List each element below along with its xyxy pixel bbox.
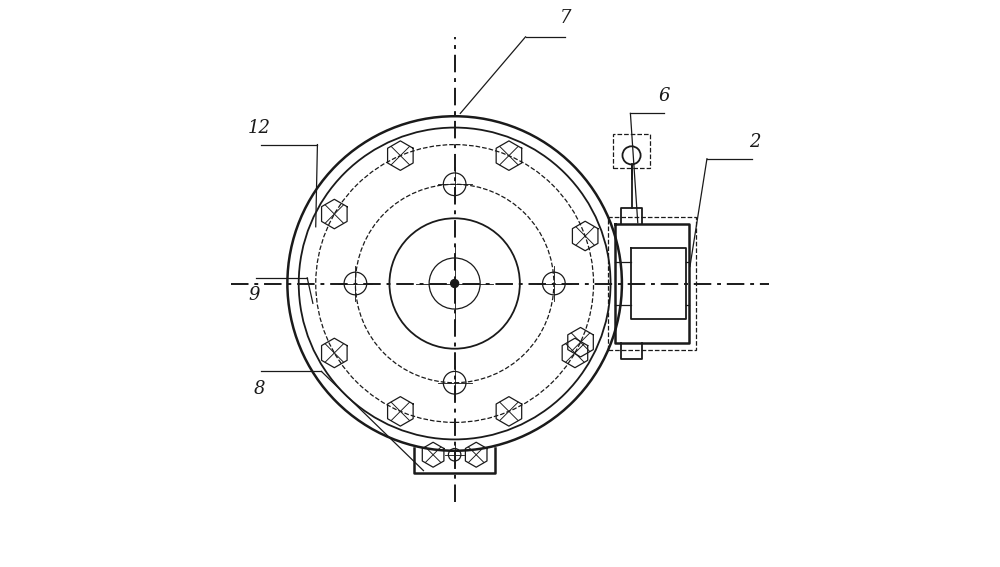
Text: 2: 2: [749, 133, 761, 151]
Text: 6: 6: [659, 87, 670, 105]
Bar: [608, 217, 696, 350]
Circle shape: [451, 280, 459, 287]
Text: 12: 12: [248, 119, 271, 137]
Text: 9: 9: [249, 286, 260, 304]
Text: 7: 7: [559, 9, 571, 27]
Text: 8: 8: [253, 380, 265, 398]
Bar: [613, 134, 650, 168]
